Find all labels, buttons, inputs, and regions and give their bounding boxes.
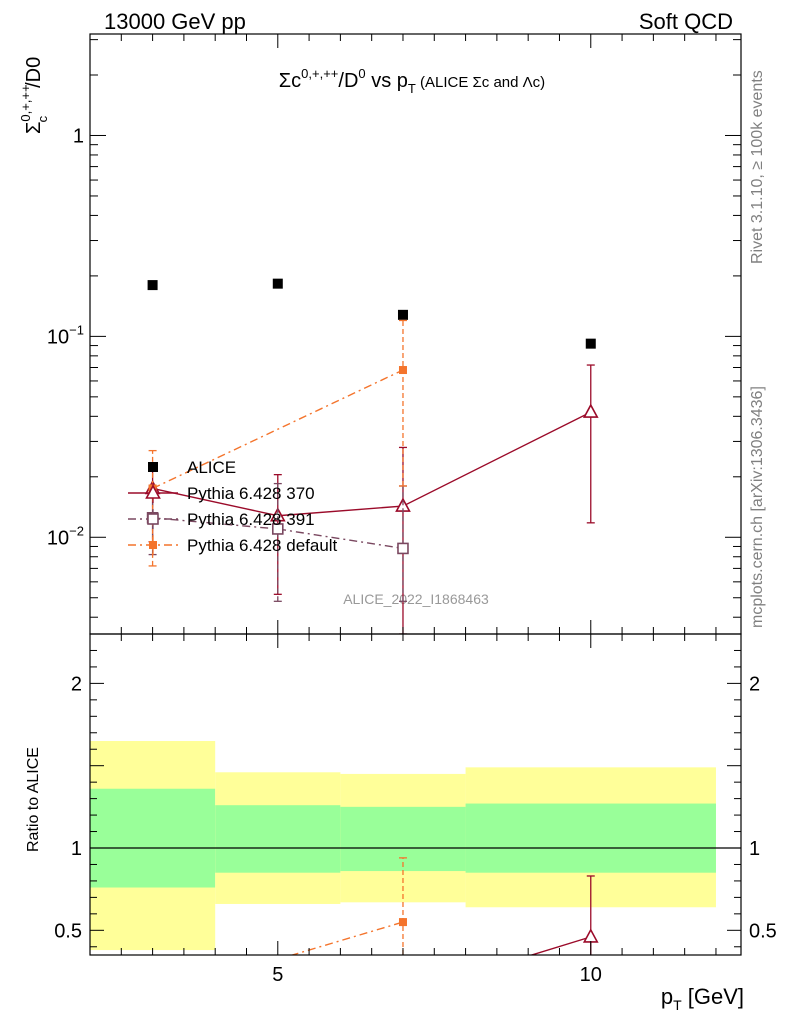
rivet-label: Rivet 3.1.10, ≥ 100k events [749, 70, 766, 264]
main-series-2-line [152, 517, 404, 550]
main-y-tick-label: 10−2 [47, 523, 84, 549]
ratio-band-green-1 [215, 805, 341, 873]
ratio-panel: Ratio to ALICE pT [GeV] 5 10 2 2 1 1 0.5 0.5 [25, 633, 777, 1013]
legend-label-2: Pythia 6.428 391 [187, 510, 315, 529]
main-series-1-point-3 [582, 403, 599, 418]
main-series-3-point-1 [398, 366, 407, 375]
legend-marker-0 [148, 462, 158, 472]
legend-item-1: Pythia 6.428 370 [128, 483, 315, 503]
ratio-series-0-point-1 [582, 928, 599, 943]
main-series-1-line [152, 411, 592, 517]
main-y-tick-label: 10−1 [47, 322, 84, 348]
ratio-y-tick-label-right: 2 [749, 673, 760, 695]
main-series-2-point-2 [397, 542, 409, 555]
legend-item-0: ALICE [148, 458, 236, 477]
main-panel: Σc0,+,++/D0 vs pT (ALICE Σc and Λc) Σ0,+… [18, 33, 742, 635]
legend-marker-2 [147, 513, 159, 525]
ratio-series-1-point-1 [398, 918, 407, 927]
legend-item-3: Pythia 6.428 default [128, 535, 338, 555]
main-series-3-line [152, 369, 404, 490]
ratio-band-green-3 [465, 803, 716, 873]
legend-marker-3 [149, 541, 157, 549]
main-series-0-point-2 [397, 309, 408, 320]
main-series-0-point-3 [585, 338, 596, 349]
main-series-0-point-1 [272, 278, 283, 289]
ratio-band-green-0 [90, 788, 216, 888]
ratio-y-tick-label: 0.5 [54, 920, 82, 942]
main-y-tick-label: 1 [73, 125, 84, 147]
ratio-y-tick-label-right: 0.5 [749, 920, 777, 942]
legend-marker-1 [145, 484, 161, 499]
ratio-series-1-line [289, 921, 404, 955]
main-series-2-point-1 [271, 523, 284, 535]
ratio-series-1 [289, 857, 407, 955]
ratio-y-tick-label-right: 1 [749, 838, 760, 860]
x-axis-label: pT [GeV] [661, 984, 744, 1013]
ratio-y-axis-label: Ratio to ALICE [25, 747, 42, 852]
x-tick-label: 10 [580, 964, 602, 986]
legend-label-1: Pythia 6.428 370 [187, 484, 315, 503]
ratio-frame [89, 633, 742, 956]
watermark: ALICE_2022_I1868463 [343, 591, 489, 607]
main-series-0 [147, 278, 596, 349]
legend: ALICE Pythia 6.428 370 Pythia 6.428 391 Pyt… [128, 458, 338, 555]
main-y-axis-label: Σ0,+,++ c/D0 [18, 57, 50, 134]
main-series-0-point-0 [147, 280, 158, 291]
ratio-y-tick-label: 2 [71, 673, 82, 695]
header-left: 13000 GeV pp [104, 9, 246, 34]
main-title: Σc0,+,++/D0 vs pT (ALICE Σc and Λc) [279, 66, 545, 96]
legend-label-0: ALICE [187, 458, 236, 477]
ratio-band-green-2 [340, 806, 466, 872]
header-right: Soft QCD [639, 9, 733, 34]
x-tick-label: 5 [272, 964, 283, 986]
ratio-y-tick-label: 1 [71, 838, 82, 860]
legend-label-3: Pythia 6.428 default [187, 536, 338, 555]
mcplots-label: mcplots.cern.ch [arXiv:1306.3436] [749, 386, 766, 628]
legend-item-2: Pythia 6.428 391 [128, 509, 315, 529]
ratio-series-0-line [529, 936, 591, 955]
